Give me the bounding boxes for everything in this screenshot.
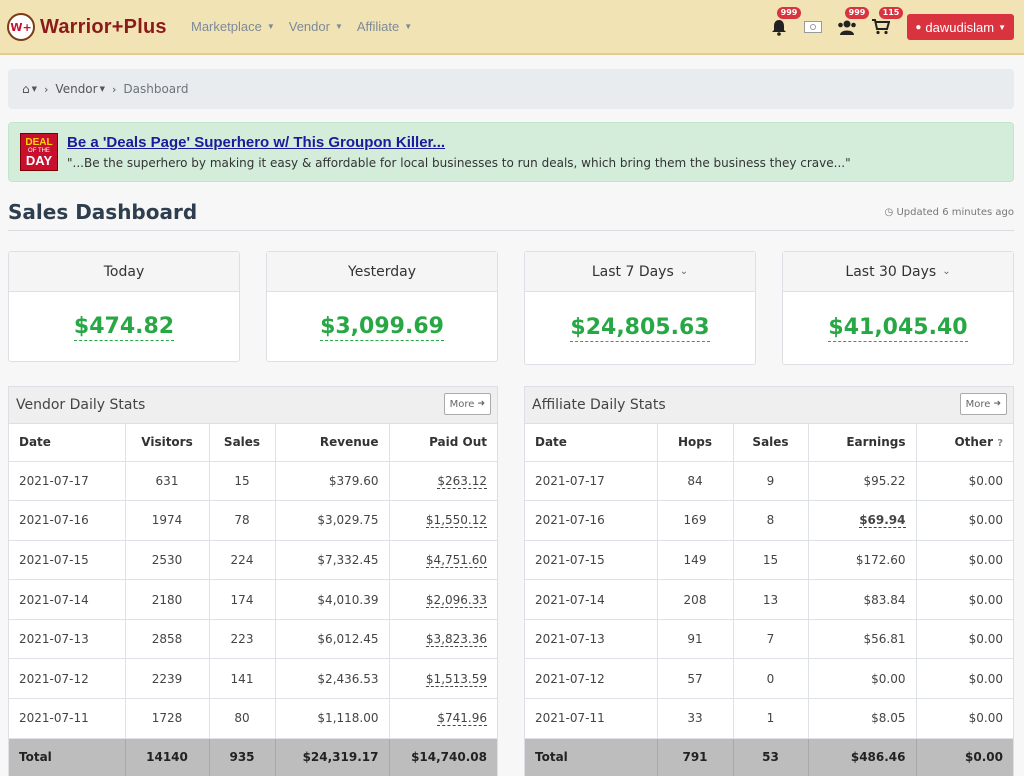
chevron-down-icon: ▼ — [99, 85, 105, 93]
notification-badge: 115 — [878, 7, 904, 19]
table-row: 2021-07-14 208 13 $83.84 $0.00 — [525, 579, 1013, 620]
card-label: Last 7 Days ⌄ — [525, 252, 755, 292]
table-header-row: Date Hops Sales Earnings Other ? — [525, 424, 1013, 462]
breadcrumb: ⌂ ▼ › Vendor ▼ › Dashboard — [8, 69, 1014, 109]
table-row: 2021-07-14 2180 174 $4,010.39 $2,096.33 — [9, 579, 497, 620]
vendor-stats-table: Date Visitors Sales Revenue Paid Out 202… — [9, 424, 497, 776]
chevron-right-icon: › — [111, 82, 117, 96]
table-row: 2021-07-12 57 0 $0.00 $0.00 — [525, 658, 1013, 700]
chevron-circle-down-icon[interactable]: ⌄ — [679, 266, 689, 277]
deal-description: "...Be the superhero by making it easy &… — [67, 156, 851, 170]
deal-title-link[interactable]: Be a 'Deals Page' Superhero w/ This Grou… — [67, 134, 446, 151]
vendor-daily-stats-panel: Vendor Daily Stats More ➜ Date Visitors S… — [8, 386, 498, 776]
table-row: 2021-07-16 1974 78 $3,029.75 $1,550.12 — [9, 500, 497, 541]
card-label: Today — [9, 252, 239, 292]
table-total-row: Total 14140 935 $24,319.17 $14,740.08 — [9, 738, 497, 776]
arrow-right-circle-icon: ➜ — [993, 399, 1001, 409]
table-row: 2021-07-15 2530 224 $7,332.45 $4,751.60 — [9, 540, 497, 581]
breadcrumb-vendor[interactable]: Vendor ▼ — [55, 82, 105, 96]
user-menu-button[interactable]: ● dawudislam ▼ — [907, 14, 1014, 40]
main-menu: Marketplace ▼ Vendor ▼ Affiliate ▼ — [191, 19, 412, 34]
brand-name: Warrior+Plus — [40, 15, 167, 38]
deal-of-the-day-banner: DEAL OF THE DAY Be a 'Deals Page' Superh… — [8, 122, 1014, 182]
question-circle-icon[interactable]: ? — [997, 438, 1003, 450]
notification-badge: 999 — [844, 7, 870, 19]
table-row: 2021-07-13 91 7 $56.81 $0.00 — [525, 619, 1013, 660]
card-label: Last 30 Days ⌄ — [783, 252, 1013, 292]
card-label: Yesterday — [267, 252, 497, 292]
clock-icon: ◷ — [884, 207, 897, 218]
chevron-down-icon: ▼ — [266, 22, 275, 31]
chevron-down-icon: ▼ — [998, 22, 1006, 32]
deal-of-the-day-logo: DEAL OF THE DAY — [20, 133, 58, 171]
breadcrumb-current: Dashboard — [123, 82, 189, 96]
username: dawudislam — [925, 19, 995, 35]
table-row: 2021-07-16 169 8 $69.94 $0.00 — [525, 500, 1013, 541]
chevron-down-icon: ▼ — [404, 22, 413, 31]
menu-affiliate[interactable]: Affiliate ▼ — [356, 19, 413, 34]
card-today: Today $474.82 — [8, 251, 240, 362]
card-last-7-days: Last 7 Days ⌄ $24,805.63 — [524, 251, 756, 365]
affiliate-daily-stats-panel: Affiliate Daily Stats More ➜ Date Hops Sa… — [524, 386, 1014, 776]
users-icon[interactable]: 999 — [833, 7, 870, 41]
brand-logo[interactable]: W+ Warrior+Plus — [7, 13, 167, 41]
cart-icon[interactable]: 115 — [867, 7, 904, 41]
panel-title: Vendor Daily Stats — [16, 397, 146, 413]
table-row: 2021-07-17 84 9 $95.22 $0.00 — [525, 461, 1013, 502]
card-yesterday: Yesterday $3,099.69 — [266, 251, 498, 362]
table-row: 2021-07-13 2858 223 $6,012.45 $3,823.36 — [9, 619, 497, 660]
more-button[interactable]: More ➜ — [959, 393, 1007, 415]
card-value[interactable]: $3,099.69 — [320, 313, 444, 341]
menu-vendor[interactable]: Vendor ▼ — [288, 19, 343, 34]
more-button[interactable]: More ➜ — [443, 393, 491, 415]
panel-header: Vendor Daily Stats More ➜ — [9, 387, 497, 424]
table-row: 2021-07-17 631 15 $379.60 $263.12 — [9, 461, 497, 502]
table-total-row: Total 791 53 $486.46 $0.00 — [525, 738, 1013, 776]
money-icon[interactable] — [799, 13, 827, 41]
bell-icon[interactable]: 999 — [765, 7, 802, 41]
panel-header: Affiliate Daily Stats More ➜ — [525, 387, 1013, 424]
card-value[interactable]: $474.82 — [73, 313, 175, 341]
table-row: 2021-07-15 149 15 $172.60 $0.00 — [525, 540, 1013, 581]
other-column-header: Other ? — [916, 424, 1013, 462]
notification-badge: 999 — [776, 7, 802, 19]
home-icon[interactable]: ⌂ ▼ — [22, 82, 38, 96]
card-last-30-days: Last 30 Days ⌄ $41,045.40 — [782, 251, 1014, 365]
chevron-circle-down-icon[interactable]: ⌄ — [942, 266, 951, 277]
user-icon: ● — [915, 21, 922, 33]
affiliate-stats-table: Date Hops Sales Earnings Other ? 2021-07… — [525, 424, 1013, 776]
table-row: 2021-07-11 33 1 $8.05 $0.00 — [525, 698, 1013, 739]
table-header-row: Date Visitors Sales Revenue Paid Out — [9, 424, 497, 462]
chevron-right-icon: › — [44, 82, 49, 96]
page-title: Sales Dashboard — [8, 200, 198, 224]
divider — [8, 230, 1014, 231]
chevron-down-icon: ▼ — [334, 22, 343, 31]
logo-mark: W+ — [7, 13, 35, 41]
updated-timestamp: ◷ Updated 6 minutes ago — [884, 207, 1014, 218]
nav-icon-group: 999 999 115 ● dawudislam ▼ — [759, 7, 1014, 41]
card-value[interactable]: $24,805.63 — [570, 315, 710, 342]
table-row: 2021-07-11 1728 80 $1,118.00 $741.96 — [9, 698, 497, 739]
card-value[interactable]: $41,045.40 — [828, 315, 968, 342]
table-row: 2021-07-12 2239 141 $2,436.53 $1,513.59 — [9, 658, 497, 700]
top-navbar: W+ Warrior+Plus Marketplace ▼ Vendor ▼ Aff… — [0, 0, 1024, 55]
arrow-right-circle-icon: ➜ — [477, 399, 485, 409]
panel-title: Affiliate Daily Stats — [532, 397, 666, 413]
menu-marketplace[interactable]: Marketplace ▼ — [191, 19, 275, 34]
